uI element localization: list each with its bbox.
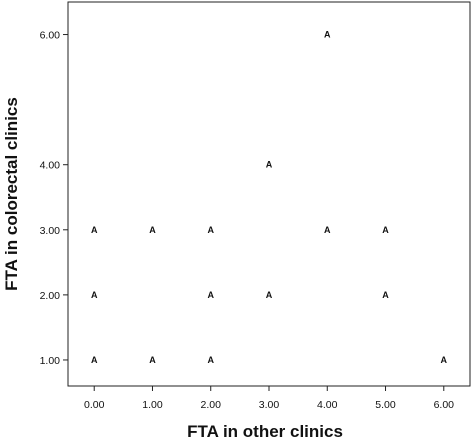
- y-tick-label: 6.00: [40, 30, 61, 42]
- data-point: A: [207, 225, 214, 235]
- data-point: A: [91, 225, 98, 235]
- y-tick-label: 4.00: [40, 160, 61, 172]
- data-point: A: [207, 290, 214, 300]
- x-tick-label: 5.00: [375, 399, 396, 411]
- y-axis-ticks: 1.00 2.00 3.00 4.00 6.00: [40, 30, 68, 367]
- x-tick-label: 3.00: [259, 399, 280, 411]
- data-point: A: [266, 160, 273, 170]
- x-axis-title: FTA in other clinics: [187, 422, 343, 441]
- data-point: A: [382, 290, 389, 300]
- y-tick-label: 1.00: [40, 355, 61, 367]
- x-tick-label: 0.00: [84, 399, 105, 411]
- data-point: A: [441, 355, 448, 365]
- y-tick-label: 2.00: [40, 290, 61, 302]
- data-point: A: [91, 290, 98, 300]
- data-point: A: [149, 225, 156, 235]
- x-tick-label: 4.00: [317, 399, 338, 411]
- data-point: A: [91, 355, 98, 365]
- x-axis-ticks: 0.00 1.00 2.00 3.00 4.00 5.00 6.00: [84, 386, 454, 411]
- data-point: A: [207, 355, 214, 365]
- y-tick-label: 3.00: [40, 225, 61, 237]
- data-point: A: [266, 290, 273, 300]
- x-tick-label: 2.00: [201, 399, 222, 411]
- data-points: A A A A A A A A A A A A A A A: [91, 30, 448, 365]
- plot-area: [67, 1, 471, 387]
- x-tick-label: 6.00: [434, 399, 455, 411]
- y-axis-title: FTA in colorectal clinics: [2, 97, 21, 291]
- data-point: A: [324, 30, 331, 40]
- data-point: A: [382, 225, 389, 235]
- x-tick-label: 1.00: [142, 399, 163, 411]
- data-point: A: [324, 225, 331, 235]
- data-point: A: [149, 355, 156, 365]
